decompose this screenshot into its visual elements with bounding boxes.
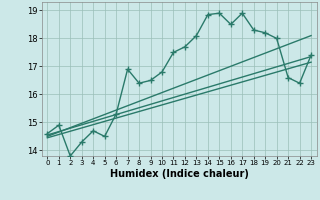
X-axis label: Humidex (Indice chaleur): Humidex (Indice chaleur) [110, 169, 249, 179]
